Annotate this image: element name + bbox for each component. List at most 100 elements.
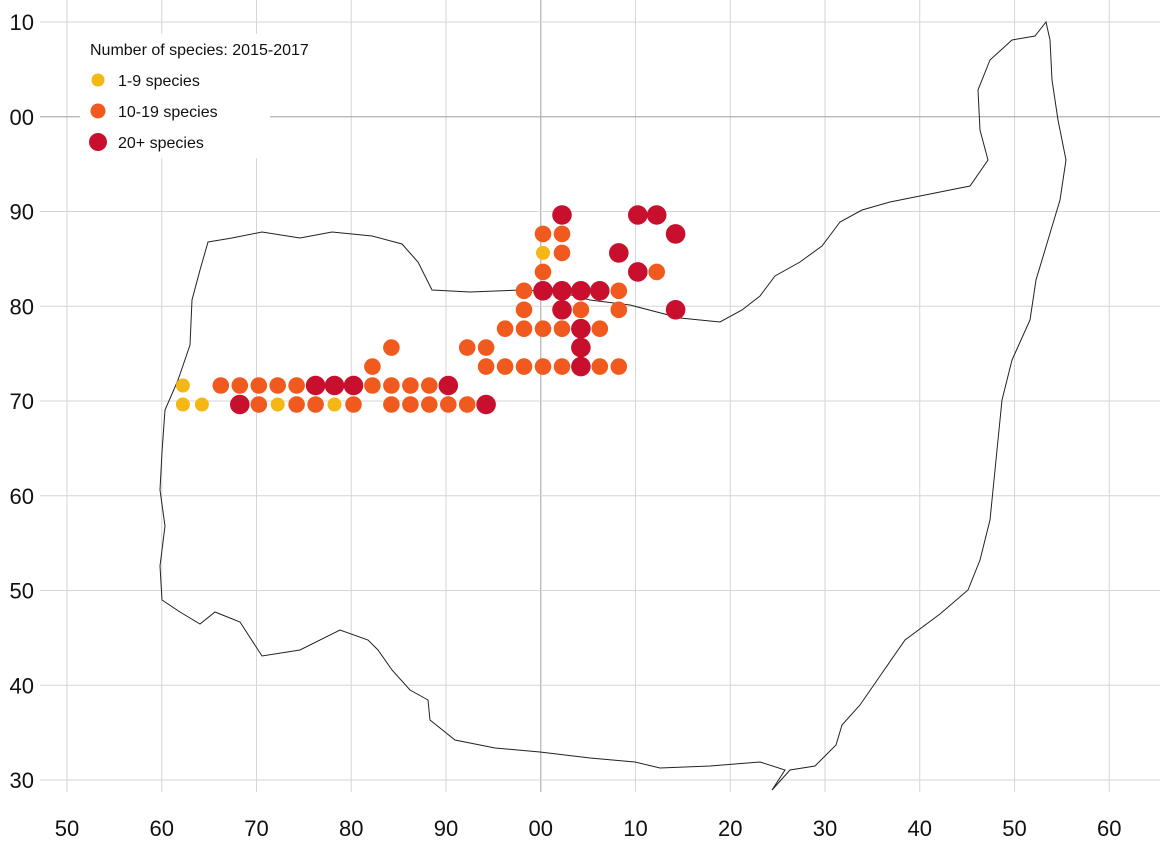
dot-10-19-species [648,263,665,281]
x-tick-label: 50 [1002,816,1026,841]
dot-20plus-species [609,243,629,263]
dot-10-19-species [591,320,609,338]
x-tick-label: 70 [244,816,268,841]
dot-10-19-species [610,358,628,375]
dot-10-19-species [515,358,533,375]
dot-10-19-species [534,225,552,243]
dot-10-19-species [515,282,533,300]
dot-20plus-species [305,375,326,396]
dot-1-9-species [194,397,209,412]
legend-title: Number of species: 2015-2017 [90,42,309,59]
dot-20plus-species [665,300,686,320]
dot-20plus-species [665,224,686,244]
dot-10-19-species [383,339,400,356]
dot-10-19-species [364,377,381,394]
dot-20plus-species [552,205,572,225]
dot-1-9-species [270,397,285,412]
y-tick-label: 60 [10,484,34,509]
y-tick-label: 70 [10,389,34,414]
y-tick-label: 90 [10,200,34,225]
legend-label-10-19: 10-19 species [118,104,218,121]
dot-10-19-species [421,377,438,394]
dot-10-19-species [610,301,628,319]
dot-20plus-species [571,318,591,339]
dot-10-19-species [421,396,438,413]
dot-20plus-species [628,262,648,282]
dot-20plus-species [230,394,250,415]
x-tick-label: 20 [718,816,742,841]
x-tick-label: 80 [339,816,363,841]
dot-10-19-species [458,339,476,356]
dot-10-19-species [515,320,533,338]
dot-10-19-species [534,263,552,281]
dot-20plus-species [343,375,364,396]
dot-10-19-species [477,339,495,356]
dot-10-19-species [553,225,571,243]
x-tick-label: 00 [529,816,553,841]
dot-10-19-species [553,320,571,338]
legend-label-1-9: 1-9 species [118,73,200,90]
dot-10-19-species [231,377,249,394]
y-tick-label: 50 [10,579,34,604]
dot-10-19-species [458,396,476,413]
x-tick-label: 60 [150,816,174,841]
county-outline [159,20,1067,791]
legend-label-20plus: 20+ species [118,135,204,152]
dot-10-19-species [553,244,571,262]
dot-10-19-species [212,377,230,394]
dot-10-19-species [496,358,514,375]
dot-20plus-species [552,281,572,301]
dot-10-19-species [402,377,419,394]
dot-10-19-species [534,320,552,338]
y-tick-label: 40 [10,673,34,698]
x-tick-label: 90 [434,816,458,841]
dot-10-19-species [345,396,362,413]
dot-10-19-species [269,377,287,394]
dot-10-19-species [440,396,457,413]
dot-10-19-species [477,358,495,375]
dot-10-19-species [591,358,609,375]
dot-10-19-species [250,396,268,413]
dot-20plus-species [571,356,591,377]
dot-20plus-species [552,300,572,320]
x-tick-label: 10 [623,816,647,841]
dot-20plus-species [476,394,496,415]
y-tick-label: 00 [10,105,34,130]
dot-10-19-species [383,396,400,413]
map-grid: 50 60 70 80 90 00 10 20 30 40 50 60 10 00 90 80 70 60 50 40… [10,0,1160,841]
dot-10-19-species [250,377,268,394]
dot-20plus-species [628,205,648,225]
dot-10-19-species [288,377,305,394]
dot-10-19-species [496,320,514,338]
dot-10-19-species [572,301,590,319]
dot-10-19-species [515,301,533,319]
y-tick-label: 80 [10,294,34,319]
x-tick-label: 30 [813,816,837,841]
dot-10-19-species [402,396,419,413]
species-dots [175,205,686,415]
dot-20plus-species [590,281,610,301]
x-tick-label: 40 [908,816,932,841]
legend: Number of species: 2015-2017 1-9 species… [80,34,309,158]
dot-10-19-species [307,396,324,413]
dot-1-9-species [175,397,190,412]
dot-10-19-species [364,358,381,375]
legend-swatch-10-19 [90,103,106,119]
x-tick-label: 50 [55,816,79,841]
dot-1-9-species [536,245,550,260]
x-tick-label: 60 [1097,816,1121,841]
y-tick-label: 30 [10,768,34,793]
legend-background [80,34,270,158]
dot-10-19-species [553,358,571,375]
dot-20plus-species [571,281,591,301]
legend-swatch-20plus [89,133,107,151]
dot-20plus-species [533,281,553,301]
dot-20plus-species [571,337,591,358]
dot-20plus-species [324,375,345,396]
dot-20plus-species [438,375,459,396]
dot-10-19-species [610,282,628,300]
dot-20plus-species [646,205,667,225]
dot-1-9-species [327,397,342,412]
dot-10-19-species [288,396,305,413]
